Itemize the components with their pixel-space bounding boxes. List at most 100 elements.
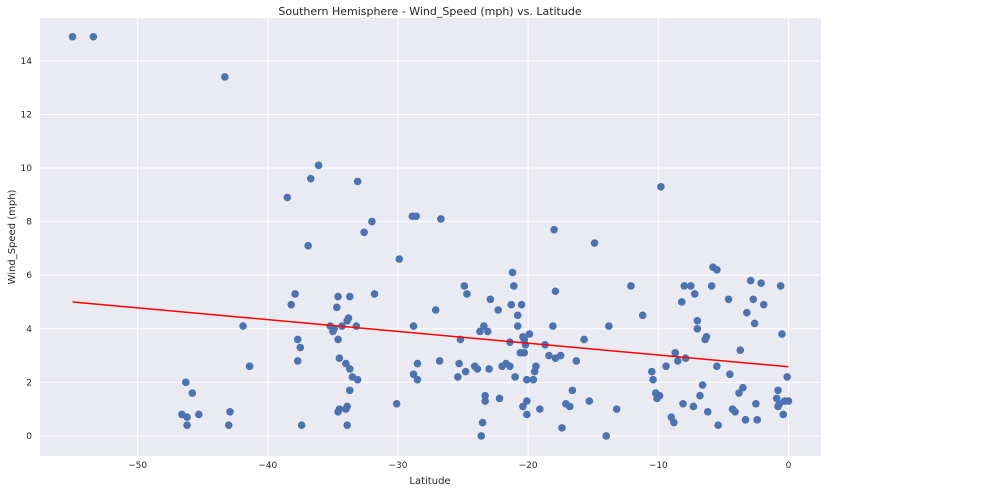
- y-tick-label: 4: [26, 325, 32, 335]
- data-point: [454, 373, 462, 381]
- data-point: [753, 416, 762, 424]
- data-point: [523, 397, 531, 405]
- chart-title: Southern Hemisphere - Wind_Speed (mph) v…: [278, 5, 581, 18]
- data-point: [353, 375, 362, 384]
- data-point: [89, 32, 98, 41]
- data-point: [536, 405, 544, 413]
- data-point: [495, 394, 504, 403]
- data-point: [239, 322, 247, 330]
- data-point: [671, 349, 680, 357]
- data-point: [455, 359, 463, 368]
- data-point: [506, 362, 514, 371]
- data-point: [413, 375, 422, 384]
- data-point: [437, 215, 445, 223]
- data-point: [463, 290, 471, 298]
- x-tick-label: −40: [258, 461, 277, 471]
- data-point: [707, 282, 716, 290]
- data-point: [693, 316, 702, 325]
- data-point: [523, 410, 531, 419]
- data-point: [746, 276, 755, 285]
- data-point: [485, 365, 493, 373]
- data-point: [287, 300, 296, 309]
- data-point: [245, 362, 254, 371]
- data-point: [605, 322, 613, 330]
- data-point: [342, 359, 350, 368]
- data-point: [735, 389, 743, 397]
- data-point: [195, 410, 203, 419]
- data-point: [486, 295, 495, 304]
- data-point: [412, 212, 420, 221]
- data-point: [580, 335, 588, 344]
- data-point: [759, 300, 768, 309]
- y-tick-label: 0: [26, 432, 32, 442]
- y-tick-label: 8: [26, 218, 32, 228]
- data-point: [334, 335, 342, 344]
- y-tick-labels: 0 2 4 6 8 10 12 14: [21, 57, 33, 442]
- data-point: [696, 391, 704, 400]
- x-tick-labels: −50 −40 −30 −20 −10 0: [128, 461, 791, 471]
- plot-background: [40, 18, 821, 456]
- data-point: [647, 367, 656, 376]
- data-point: [352, 322, 361, 330]
- data-point: [511, 373, 519, 381]
- data-point: [677, 298, 686, 306]
- data-point: [513, 322, 522, 330]
- data-point: [409, 322, 418, 330]
- data-point: [181, 378, 190, 387]
- data-point: [283, 193, 292, 202]
- data-point: [674, 357, 682, 365]
- data-point: [784, 397, 793, 405]
- data-point: [520, 349, 529, 357]
- data-point: [703, 407, 712, 416]
- data-points: [68, 32, 793, 440]
- data-point: [655, 391, 664, 400]
- data-point: [353, 177, 362, 186]
- x-tick-label: −10: [649, 461, 668, 471]
- data-point: [343, 421, 351, 429]
- y-tick-label: 12: [21, 110, 32, 120]
- regression-line-group: [72, 301, 789, 368]
- data-point: [702, 332, 711, 341]
- data-point: [345, 365, 354, 373]
- data-point: [602, 432, 611, 440]
- data-point: [183, 421, 191, 429]
- data-point: [291, 290, 299, 298]
- data-point: [224, 421, 233, 429]
- data-point: [529, 375, 538, 384]
- x-axis-label: Latitude: [409, 476, 450, 487]
- data-point: [481, 391, 489, 400]
- regression-line: [72, 301, 789, 368]
- data-point: [679, 399, 687, 408]
- data-point: [494, 306, 502, 314]
- data-point: [743, 308, 751, 317]
- data-point: [478, 418, 487, 427]
- x-tick-label: −20: [519, 461, 538, 471]
- data-point: [332, 303, 341, 312]
- data-point: [713, 362, 721, 371]
- data-point: [481, 397, 489, 405]
- data-point: [345, 386, 354, 395]
- data-point: [693, 324, 702, 333]
- data-point: [556, 351, 565, 360]
- data-point: [549, 322, 557, 330]
- data-point: [724, 295, 733, 304]
- data-point: [330, 324, 338, 333]
- data-point: [590, 239, 599, 247]
- data-point: [550, 225, 558, 234]
- data-point: [739, 383, 747, 392]
- data-point: [519, 402, 527, 411]
- data-point: [680, 282, 689, 290]
- data-point: [657, 182, 665, 191]
- data-point: [649, 375, 657, 384]
- y-tick-label: 6: [26, 271, 32, 281]
- data-point: [480, 322, 488, 330]
- data-point: [510, 282, 518, 290]
- data-point: [749, 295, 758, 304]
- data-point: [344, 314, 353, 322]
- data-point: [476, 327, 484, 336]
- data-point: [483, 327, 492, 336]
- data-point: [551, 287, 560, 296]
- y-tick-label: 2: [26, 378, 32, 388]
- data-point: [783, 373, 791, 381]
